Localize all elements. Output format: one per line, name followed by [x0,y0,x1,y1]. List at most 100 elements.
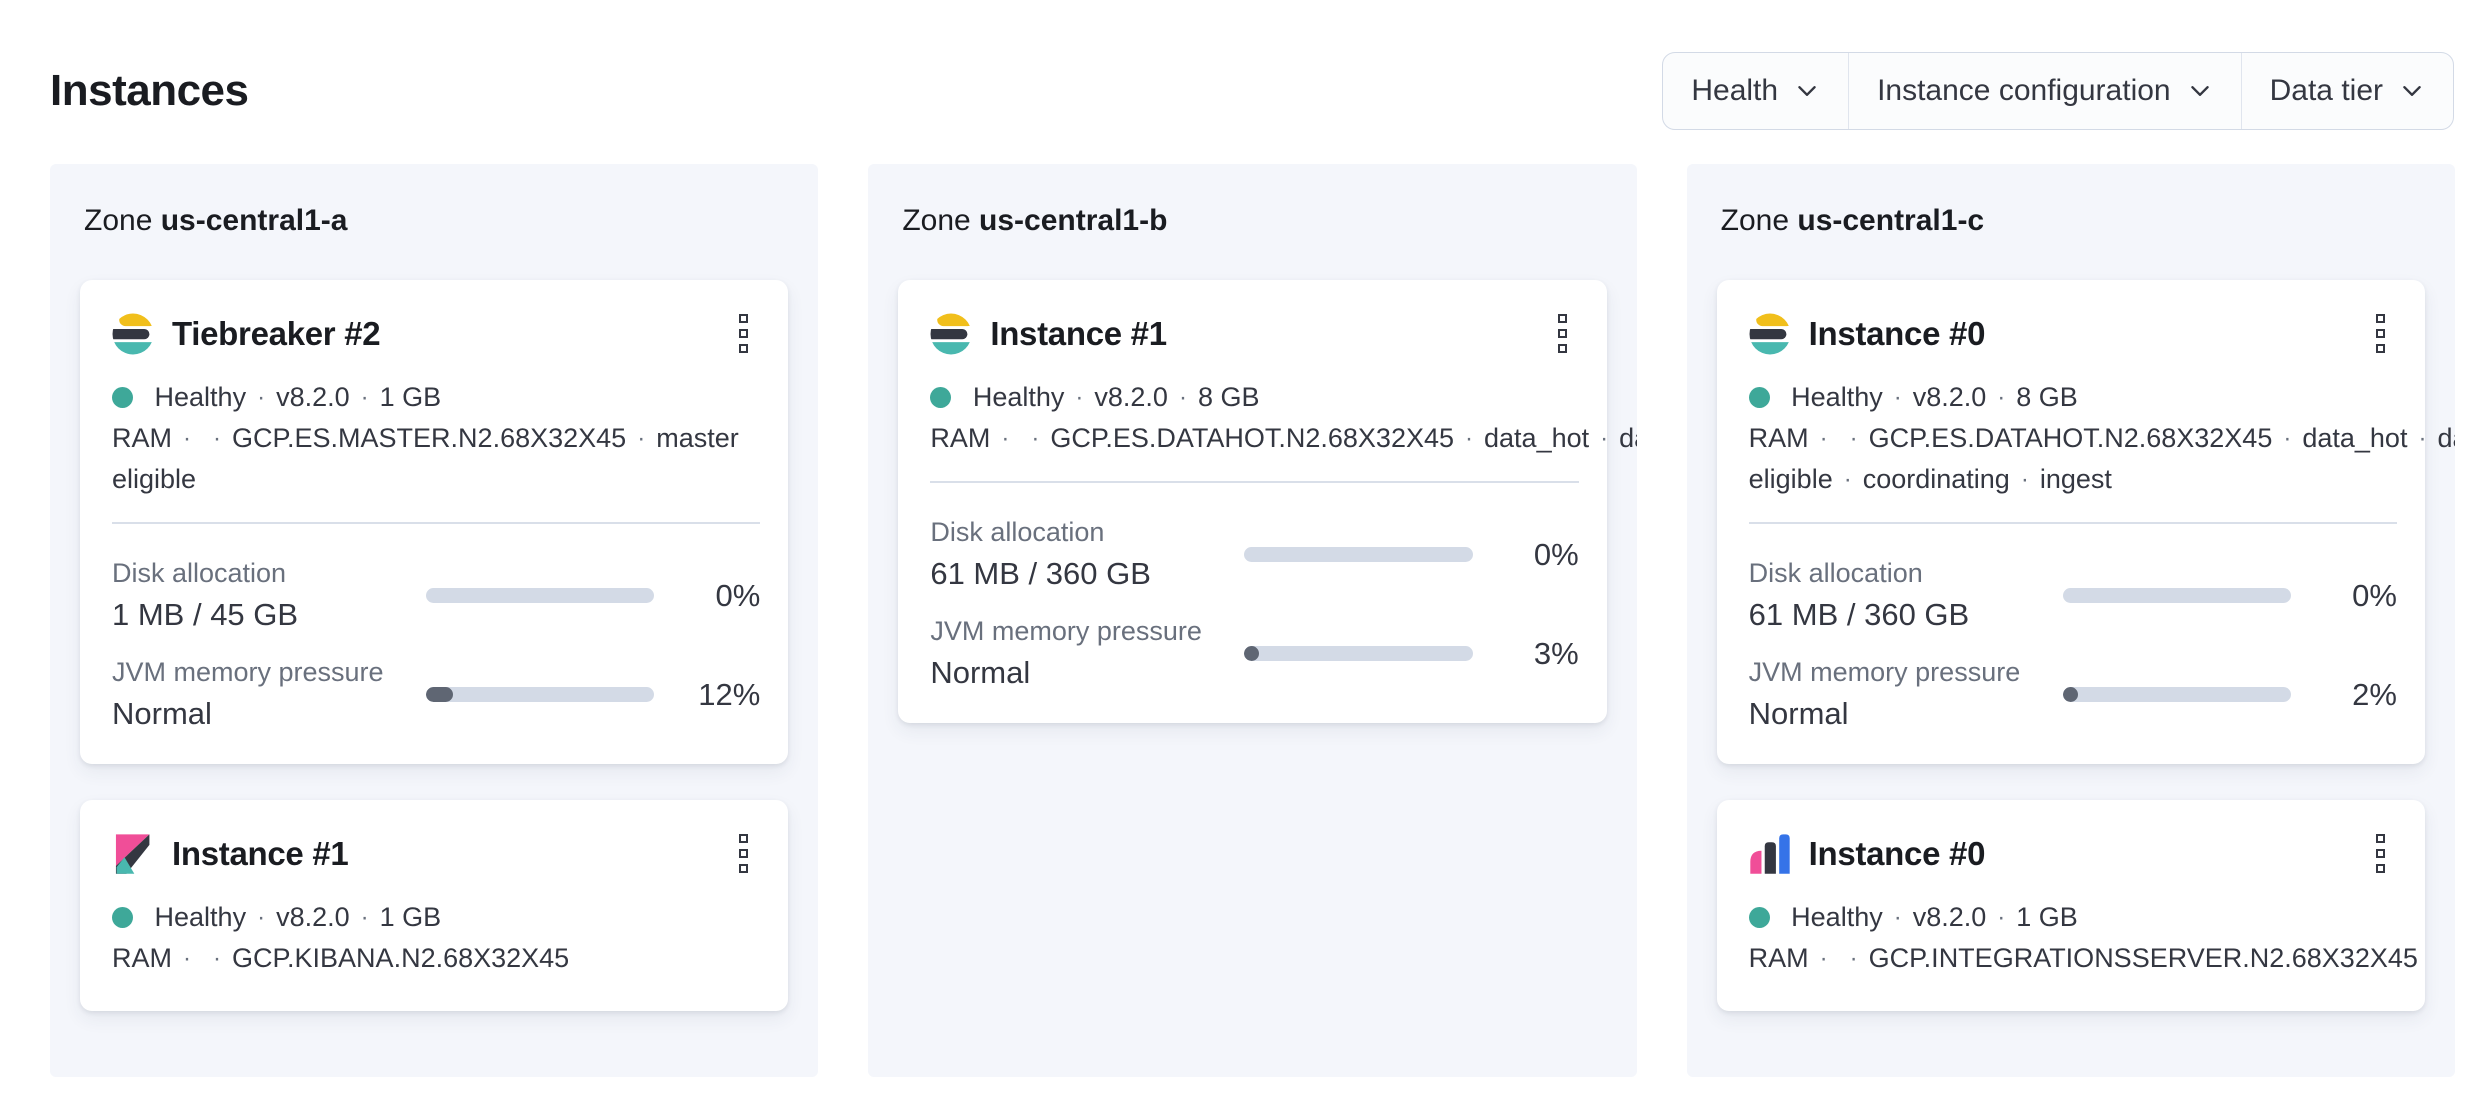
metric-percent: 0% [1533,536,1579,572]
metric-row: JVM memory pressure Normal 3% [930,616,1578,691]
boxes-vertical-icon [1557,314,1567,323]
page-title: Instances [50,66,249,115]
instance-meta: Healthy · v8.2.0 · 8 GB RAM · · GCP.ES.DATAHOT.… [930,382,1637,454]
instance-card: Instance #0 Healthy · v8.2.0 · 1 GB RAM · · GCP… [1716,800,2425,1012]
zone-name: us-central1-a [160,204,348,237]
card-header: Tiebreaker #2 [112,310,760,357]
metric-label: JVM memory pressure [1748,657,2021,688]
filter-group: Health Instance configuration Data tier [1662,52,2454,130]
instance-menu-button[interactable] [2370,310,2391,357]
instance-metrics: Disk allocation 1 MB / 45 GB 0% JVM memo… [112,522,761,732]
metric-value: Normal [1748,696,1849,732]
zone-label: Zone [84,204,161,237]
instance-metrics: Disk allocation 61 MB / 360 GB 0% JVM me… [930,481,1579,691]
zone-panel-us-central1-a: Zone us-central1-a Tiebreaker #2 Healthy… [50,164,819,1077]
instance-title: Instance #0 [1808,314,1986,352]
instance-configuration-filter-label: Instance configuration [1877,74,2171,107]
chevron-down-icon [1798,86,1816,96]
zone-cards: Instance #0 Healthy · v8.2.0 · 8 GB RAM · · GCP… [1716,280,2455,1012]
boxes-vertical-icon [739,314,749,323]
instance-menu-button[interactable] [733,830,754,877]
integrations-server-icon [1749,833,1791,875]
metric-value: Normal [930,655,1031,691]
metric-value: 61 MB / 360 GB [930,556,1151,592]
instance-meta: Healthy · v8.2.0 · 8 GB RAM · · GCP.ES.DATAHOT.… [1748,382,2455,495]
metric-value: Normal [112,696,212,732]
boxes-vertical-icon [2375,834,2385,844]
metric-percent: 3% [1533,635,1579,671]
instance-menu-button[interactable] [1552,310,1573,357]
healthy-status-dot [112,907,133,929]
metric-progress-fill [1244,646,1260,662]
health-filter-label: Health [1691,74,1779,107]
zone-label: Zone [902,204,980,237]
instance-title: Instance #1 [990,314,1167,352]
elasticsearch-icon [1749,313,1791,355]
metric-label: JVM memory pressure [112,657,384,688]
data-tier-filter-label: Data tier [2269,74,2383,107]
healthy-status-dot [1748,387,1770,408]
zones-grid: Zone us-central1-a Tiebreaker #2 Healthy… [50,164,2455,1077]
metric-progress-bar [1244,646,1473,662]
zone-cards: Instance #1 Healthy · v8.2.0 · 8 GB RAM · · GCP… [898,280,1637,724]
elasticsearch-icon [112,313,154,355]
metric-progress-bar [2062,588,2291,604]
data-tier-filter-button[interactable]: Data tier [2242,53,2453,129]
card-header: Instance #0 [1749,830,2397,877]
instance-menu-button[interactable] [2370,830,2391,877]
metric-progress-bar [426,687,655,703]
zone-cards: Tiebreaker #2 Healthy · v8.2.0 · 1 GB RAM · · G… [80,280,789,1012]
instance-card: Instance #1 Healthy · v8.2.0 · 8 GB RAM · · GCP… [898,280,1637,724]
metric-percent: 12% [698,676,761,712]
metric-row: JVM memory pressure Normal 2% [1749,657,2397,732]
zone-panel-us-central1-b: Zone us-central1-b Instance #1 Healthy · v… [868,164,1637,1077]
metric-label: JVM memory pressure [930,616,1202,647]
instance-card: Instance #0 Healthy · v8.2.0 · 8 GB RAM · · GCP… [1716,280,2455,765]
metric-percent: 0% [715,577,761,613]
card-header: Instance #0 [1749,310,2397,357]
instance-meta: Healthy · v8.2.0 · 1 GB RAM · · GCP.ES.MASTER.N… [112,382,739,495]
instance-menu-button[interactable] [733,310,754,357]
instance-title: Tiebreaker #2 [172,314,381,352]
zone-name: us-central1-b [979,204,1168,237]
metric-progress-bar [2062,687,2291,703]
instance-card: Tiebreaker #2 Healthy · v8.2.0 · 1 GB RAM · · G… [80,280,789,765]
boxes-vertical-icon [739,834,749,844]
boxes-vertical-icon [2375,314,2385,323]
metric-value: 61 MB / 360 GB [1748,597,1970,633]
metric-percent: 0% [2352,577,2397,613]
metric-label: Disk allocation [1748,558,1923,589]
zone-title: Zone us-central1-c [1721,204,2421,238]
metric-row: Disk allocation 61 MB / 360 GB 0% [1749,558,2397,633]
healthy-status-dot [112,387,133,408]
instance-title: Instance #0 [1808,834,1986,872]
zone-title: Zone us-central1-a [84,204,784,238]
instance-meta: Healthy · v8.2.0 · 1 GB RAM · · GCP.KIBANA.N2.6… [112,902,570,974]
instance-meta: Healthy · v8.2.0 · 1 GB RAM · · GCP.INTEGRATION… [1748,902,2418,974]
metric-value: 1 MB / 45 GB [112,597,299,633]
metric-percent: 2% [2352,676,2397,712]
metric-label: Disk allocation [112,558,287,589]
instance-card: Instance #1 Healthy · v8.2.0 · 1 GB RAM · · GCP… [80,800,789,1012]
metric-row: JVM memory pressure Normal 12% [112,657,760,732]
zone-name: us-central1-c [1797,204,1985,237]
chevron-down-icon [2190,86,2209,96]
metric-progress-fill [426,687,454,703]
card-header: Instance #1 [112,830,760,877]
kibana-icon [112,833,154,875]
metric-progress-bar [426,588,655,604]
instance-title: Instance #1 [172,834,349,872]
instance-metrics: Disk allocation 61 MB / 360 GB 0% JVM me… [1748,522,2397,732]
healthy-status-dot [1748,907,1770,929]
metric-progress-fill [2062,687,2078,703]
page-header: Instances Health Instance configuration … [0,0,2490,130]
instance-configuration-filter-button[interactable]: Instance configuration [1849,53,2242,129]
metric-label: Disk allocation [930,517,1105,548]
metric-row: Disk allocation 1 MB / 45 GB 0% [112,558,760,633]
zone-label: Zone [1720,204,1798,237]
chevron-down-icon [2403,86,2421,96]
metric-progress-bar [1244,547,1473,563]
health-filter-button[interactable]: Health [1663,53,1850,129]
card-header: Instance #1 [930,310,1578,357]
